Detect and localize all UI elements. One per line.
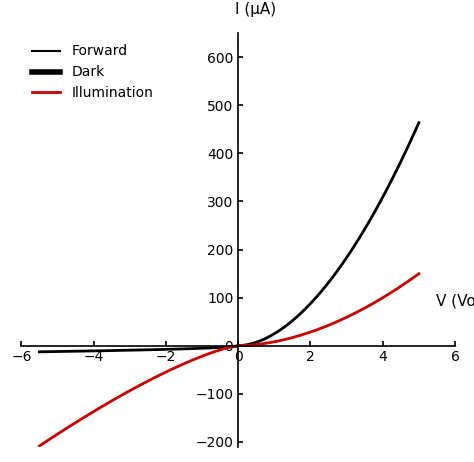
- X-axis label: V (Volt): V (Volt): [436, 294, 474, 309]
- Y-axis label: I (μA): I (μA): [235, 2, 276, 17]
- Legend: Forward, Dark, Illumination: Forward, Dark, Illumination: [28, 40, 157, 104]
